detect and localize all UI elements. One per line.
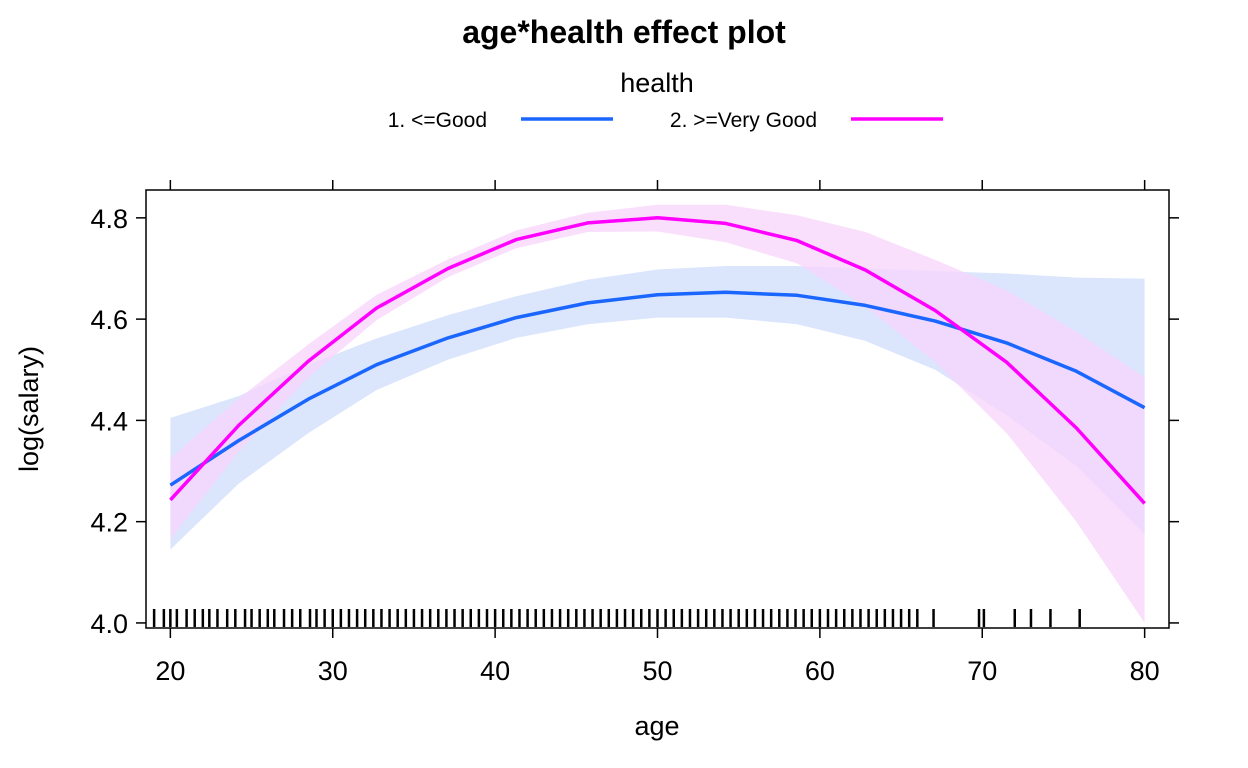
confidence-band-very-good (170, 204, 1145, 623)
x-tick-label: 50 (642, 656, 672, 686)
legend-label-good: 1. <=Good (388, 109, 487, 132)
legend-label-very-good: 2. >=Very Good (670, 109, 817, 132)
legend: health 1. <=Good 2. >=Very Good (388, 68, 943, 132)
x-tick-label: 80 (1130, 656, 1160, 686)
y-tick-label: 4.2 (90, 508, 128, 538)
chart-title: age*health effect plot (462, 14, 786, 50)
y-tick-label: 4.8 (90, 204, 128, 234)
y-tick-label: 4.6 (90, 305, 128, 335)
series-line-good (169, 290, 1146, 487)
x-tick-label: 70 (967, 656, 997, 686)
x-tick-label: 40 (480, 656, 510, 686)
plot-area (152, 204, 1146, 627)
legend-title: health (620, 68, 694, 98)
x-axis-label: age (634, 711, 679, 741)
y-axis-label: log(salary) (14, 346, 44, 472)
series-line-very-good (169, 216, 1146, 505)
x-tick-label: 20 (155, 656, 185, 686)
x-tick-label: 60 (805, 656, 835, 686)
y-tick-label: 4.0 (90, 609, 128, 639)
y-tick-label: 4.4 (90, 406, 128, 436)
confidence-band-good (170, 266, 1145, 550)
x-tick-label: 30 (318, 656, 348, 686)
